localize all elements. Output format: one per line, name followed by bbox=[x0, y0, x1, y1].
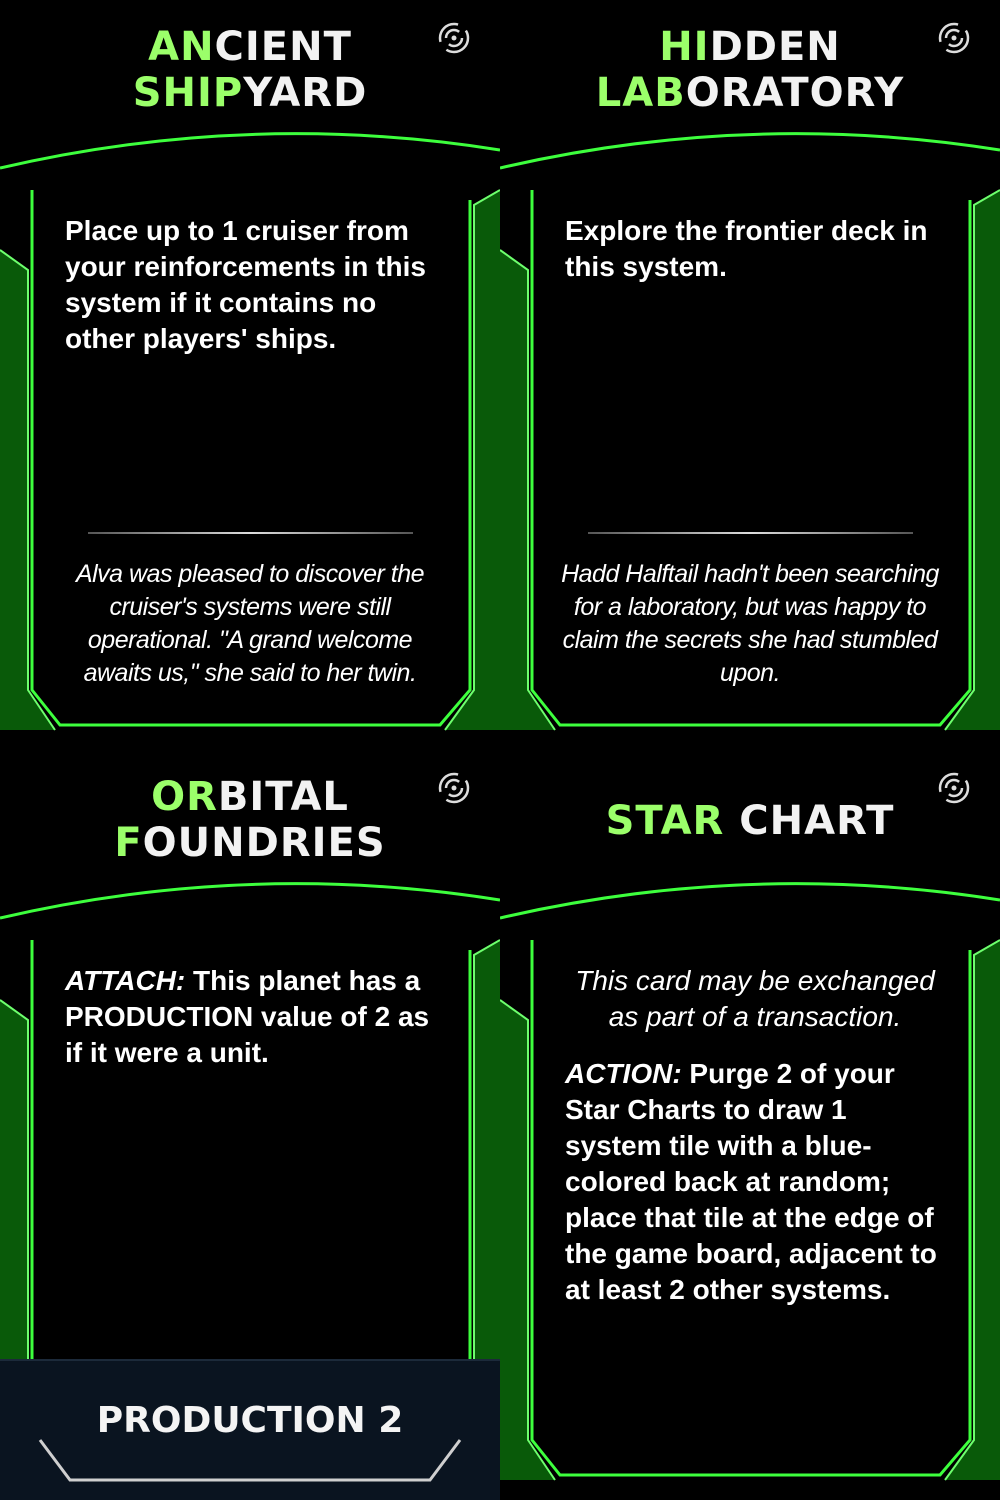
title-rest: CHART bbox=[724, 798, 895, 844]
title-initial: HI bbox=[659, 24, 710, 70]
spiral-icon bbox=[938, 22, 970, 54]
attach-keyword: ATTACH: bbox=[65, 965, 186, 996]
title-rest: OUNDRIES bbox=[142, 820, 386, 866]
title-rest: CIENT bbox=[214, 24, 352, 70]
card-ancient-shipyard[interactable]: ANCIENT SHIPYARD Place up to 1 cruiser f… bbox=[0, 0, 500, 750]
card-star-chart[interactable]: STAR CHART This card may be exchanged as… bbox=[500, 750, 1000, 1500]
action-keyword: ACTION: bbox=[565, 1058, 682, 1089]
title-initial: LAB bbox=[595, 70, 686, 116]
card-title: STAR CHART bbox=[540, 798, 960, 844]
flavor-text: Hadd Halftail hadn't been searching for … bbox=[561, 560, 939, 687]
spiral-icon bbox=[438, 22, 470, 54]
rules-text: Purge 2 of your Star Charts to draw 1 sy… bbox=[565, 1058, 937, 1305]
title-initial: SHIP bbox=[132, 70, 244, 116]
title-initial: OR bbox=[151, 774, 218, 820]
title-initial: AN bbox=[148, 24, 215, 70]
card-rules: ATTACH: This planet has a PRODUCTION val… bbox=[65, 963, 445, 1071]
title-rest: YARD bbox=[243, 70, 368, 116]
divider bbox=[88, 532, 413, 534]
card-orbital-foundries[interactable]: ORBITAL FOUNDRIES ATTACH: This planet ha… bbox=[0, 750, 500, 1500]
spiral-icon bbox=[438, 772, 470, 804]
card-rules: ACTION: Purge 2 of your Star Charts to d… bbox=[565, 1056, 945, 1308]
production-banner bbox=[0, 1359, 500, 1500]
rules-text: value of 2 as if it were a unit. bbox=[65, 1001, 430, 1068]
exchange-text: This card may be exchanged as part of a … bbox=[575, 965, 935, 1032]
title-initial: F bbox=[114, 820, 143, 866]
title-rest: ORATORY bbox=[685, 70, 905, 116]
production-keyword: PRODUCTION bbox=[65, 1001, 254, 1032]
title-initial: STAR bbox=[605, 798, 725, 844]
title-rest: DDEN bbox=[709, 24, 841, 70]
card-title: ANCIENT SHIPYARD bbox=[40, 24, 460, 116]
card-title: HIDDEN LABORATORY bbox=[540, 24, 960, 116]
production-value: PRODUCTION 2 bbox=[96, 1400, 404, 1441]
rules-text: This planet has a bbox=[185, 965, 421, 996]
card-hidden-laboratory[interactable]: HIDDEN LABORATORY Explore the frontier d… bbox=[500, 0, 1000, 750]
card-title: ORBITAL FOUNDRIES bbox=[40, 774, 460, 866]
title-rest: BITAL bbox=[217, 774, 349, 820]
spiral-icon bbox=[938, 772, 970, 804]
card-rules: Place up to 1 cruiser from your reinforc… bbox=[65, 215, 426, 354]
divider bbox=[588, 532, 913, 534]
card-rules: Explore the frontier deck in this system… bbox=[565, 215, 928, 282]
flavor-text: Alva was pleased to discover the cruiser… bbox=[75, 560, 425, 687]
